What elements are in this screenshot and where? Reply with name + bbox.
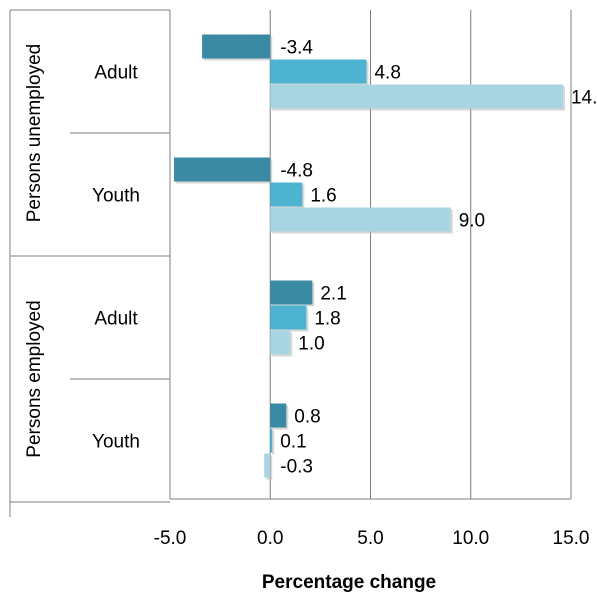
x-tick-label: 15.0 [553,528,590,549]
data-label: -4.8 [280,161,313,182]
category-label: Adult [94,63,138,84]
bar [270,428,273,453]
bars [174,34,565,480]
data-label: 1.0 [298,334,324,355]
bar [270,207,451,232]
bar-shadow [272,430,275,455]
bar [264,453,271,478]
x-tick-label: 10.0 [452,528,489,549]
bar [270,330,291,355]
group-label: Persons unemployed [24,44,45,223]
bar [270,403,287,428]
category-label: Adult [94,309,138,330]
data-label: 0.8 [294,407,320,428]
category-axis-frame [9,9,571,517]
x-axis-title: Percentage change [262,572,436,593]
x-tick-label: 5.0 [357,528,383,549]
bar [270,305,307,330]
bar [270,84,563,109]
data-label: 14.6 [571,88,597,109]
data-label: 2.1 [320,284,346,305]
data-labels: -3.4 4.8 14.6 -4.8 1.6 9.0 2.1 1.8 1.0 0.8 0.1 -0.3 [280,38,597,478]
bar [270,280,313,305]
x-tick-labels: -5.0 0.0 5.0 10.0 15.0 [154,528,590,549]
data-label: 1.6 [310,186,336,207]
data-label: 9.0 [459,211,485,232]
x-tick-label: -5.0 [154,528,187,549]
data-label: -3.4 [280,38,313,59]
data-label: 4.8 [374,63,400,84]
data-label: -0.3 [280,457,313,478]
category-labels: Persons unemployed Adult Youth Persons empl… [24,44,140,458]
bar [270,59,367,84]
bar [270,182,303,207]
data-label: 0.1 [280,432,306,453]
bar [174,157,271,182]
category-label: Youth [92,432,140,453]
category-label: Youth [92,186,140,207]
bar [202,34,271,59]
data-label: 1.8 [314,309,340,330]
group-label: Persons employed [24,300,45,457]
gridlines [169,10,572,499]
x-tick-label: 0.0 [257,528,283,549]
